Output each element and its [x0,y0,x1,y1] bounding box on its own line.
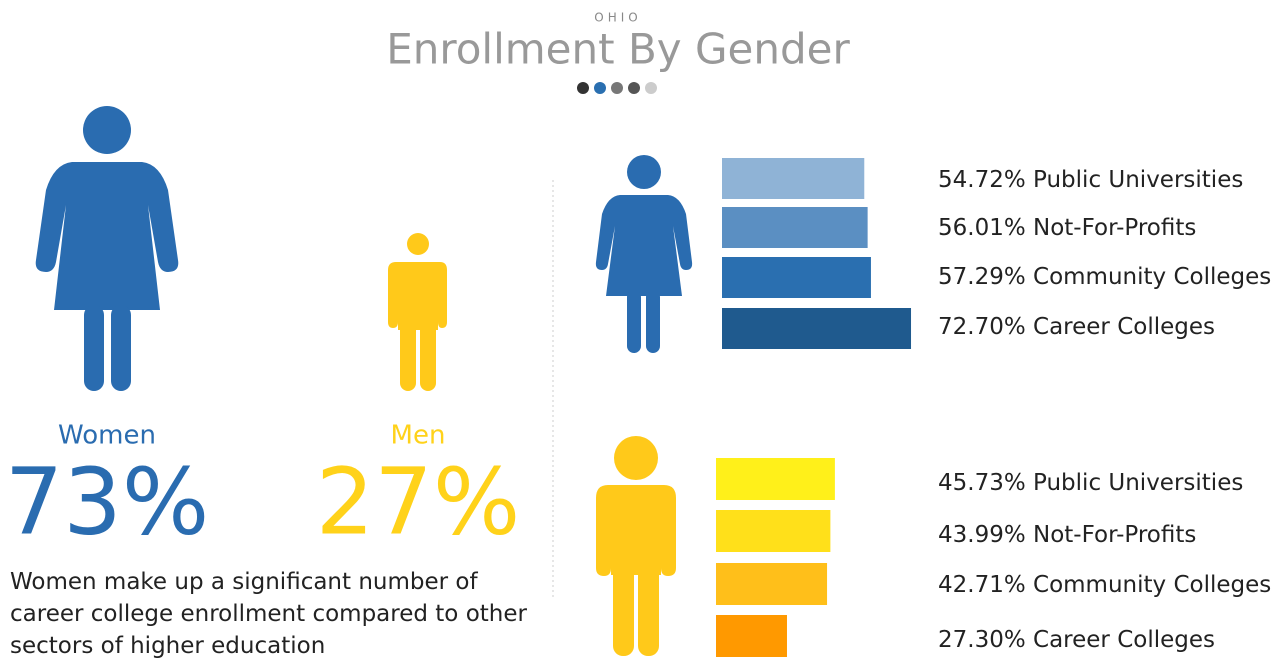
bar [722,257,871,298]
category-label: Not-For-Profits [1033,215,1196,241]
value-label: 42.71% [938,572,1026,598]
woman-figure [35,106,179,391]
category-label: Community Colleges [1033,264,1271,290]
summary-value: 73% [5,448,209,555]
bar-label: 42.71% Community Colleges [938,572,1271,598]
bar-label: 27.30% Career Colleges [938,627,1215,653]
category-label: Community Colleges [1033,572,1271,598]
bar [716,458,835,500]
bar [722,158,865,199]
category-label: Career Colleges [1033,314,1215,340]
value-label: 43.99% [938,522,1026,548]
bar-label: 54.72% Public Universities [938,167,1243,193]
category-label: Public Universities [1033,167,1243,193]
summary-label: Women [58,421,156,451]
bar [722,308,912,349]
man-figure-small [596,436,676,656]
summary-label: Men [391,421,446,451]
bar [716,563,828,605]
dots [577,82,657,94]
bar [716,510,831,552]
value-label: 54.72% [938,167,1026,193]
bar-label: 72.70% Career Colleges [938,314,1215,340]
value-label: 45.73% [938,470,1026,496]
summary-value: 27% [316,448,520,555]
eyebrow: OHIO [594,11,641,25]
woman-figure-small [595,155,693,353]
value-label: 27.30% [938,627,1026,653]
bar [722,207,868,248]
bar-label: 56.01% Not-For-Profits [938,215,1196,241]
note: Women make up a significant number of ca… [10,569,527,659]
value-label: 56.01% [938,215,1026,241]
bar [716,615,787,657]
bar-label: 43.99% Not-For-Profits [938,522,1196,548]
bar-label: 57.29% Community Colleges [938,264,1271,290]
man-figure [388,233,447,391]
value-label: 72.70% [938,314,1026,340]
category-label: Public Universities [1033,470,1243,496]
bar-label: 45.73% Public Universities [938,470,1243,496]
title: Enrollment By Gender [386,25,850,74]
category-label: Not-For-Profits [1033,522,1196,548]
value-label: 57.29% [938,264,1026,290]
category-label: Career Colleges [1033,627,1215,653]
